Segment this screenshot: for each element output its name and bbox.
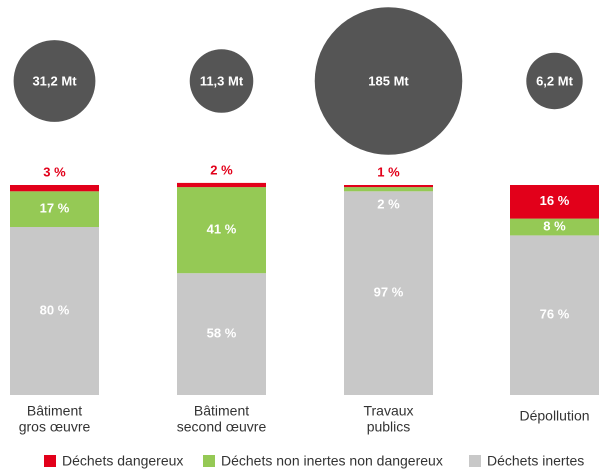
- x-tick-label: Dépollution: [519, 408, 589, 424]
- value-label: 58 %: [207, 326, 237, 341]
- value-label: 17 %: [40, 201, 70, 216]
- bar-segment: [177, 187, 266, 274]
- legend-swatch: [203, 455, 215, 467]
- bar-segment: [10, 227, 99, 395]
- bar-segment: [510, 218, 599, 236]
- value-label: 76 %: [540, 307, 570, 322]
- value-label: 97 %: [374, 285, 404, 300]
- value-label: 1 %: [377, 164, 400, 179]
- value-label: 2 %: [377, 197, 400, 212]
- legend-label: Déchets inertes: [487, 453, 584, 469]
- x-tick-label: gros œuvre: [19, 419, 91, 435]
- value-label: 16 %: [540, 193, 570, 208]
- bar-segment: [344, 191, 433, 395]
- total-bubble: [189, 49, 254, 113]
- legend-swatch: [469, 455, 481, 467]
- bar-segment: [510, 185, 599, 219]
- total-label: 31,2 Mt: [32, 73, 77, 88]
- bar-segment: [344, 187, 433, 192]
- x-tick-label: Bâtiment: [194, 403, 249, 419]
- x-tick-label: publics: [367, 419, 411, 435]
- total-bubble: [314, 7, 463, 155]
- total-label: 6,2 Mt: [536, 73, 574, 88]
- bar-segment: [344, 185, 433, 188]
- value-label: 3 %: [43, 164, 66, 179]
- bar-segment: [10, 191, 99, 227]
- value-label: 8 %: [543, 218, 566, 233]
- bar-segment: [10, 185, 99, 192]
- bar-segment: [177, 182, 266, 188]
- total-label: 11,3 Mt: [200, 73, 244, 88]
- total-bubble: [526, 52, 583, 110]
- x-tick-label: Bâtiment: [27, 403, 82, 419]
- x-tick-label: Travaux: [363, 403, 413, 419]
- value-label: 41 %: [207, 222, 237, 237]
- value-label: 80 %: [40, 302, 70, 317]
- total-bubble: [13, 40, 96, 122]
- legend-swatch: [44, 455, 56, 467]
- bar-segment: [177, 273, 266, 395]
- legend-label: Déchets non inertes non dangereux: [221, 453, 443, 469]
- value-label: 2 %: [210, 162, 233, 177]
- total-label: 185 Mt: [368, 73, 409, 88]
- legend-label: Déchets dangereux: [62, 453, 183, 469]
- x-tick-label: second œuvre: [177, 419, 267, 435]
- bar-segment: [510, 235, 599, 395]
